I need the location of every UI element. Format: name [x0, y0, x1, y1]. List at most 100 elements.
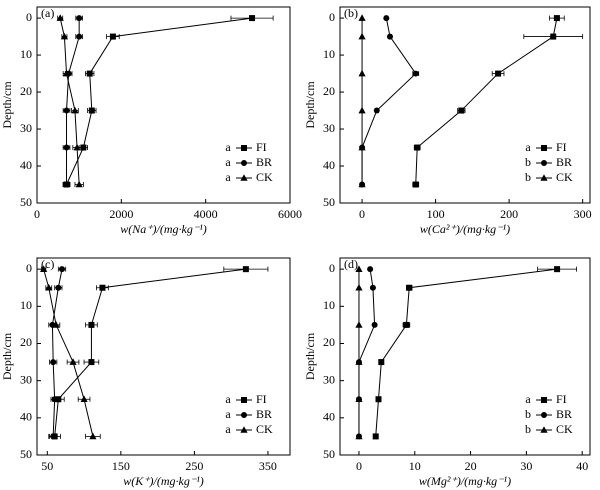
marker-square — [88, 107, 95, 114]
marker-square — [495, 70, 502, 77]
x-tick-label: 200 — [500, 207, 518, 221]
marker-circle — [51, 396, 58, 403]
series-line — [59, 17, 80, 185]
legend-letter: a — [225, 392, 231, 406]
marker-circle — [373, 107, 380, 114]
y-tick-label: 50 — [20, 195, 32, 209]
legend-letter: b — [525, 155, 531, 169]
y-tick-label: 50 — [323, 195, 335, 209]
marker-circle — [76, 15, 83, 22]
y-tick-label: 10 — [323, 47, 335, 61]
marker-triangle — [240, 174, 248, 181]
y-tick-label: 30 — [323, 372, 335, 386]
marker-triangle — [80, 395, 88, 403]
y-tick-label: 40 — [323, 158, 335, 172]
legend-letter: a — [525, 140, 531, 154]
marker-circle — [241, 160, 247, 166]
marker-circle — [59, 266, 66, 273]
x-tick-label: 50 — [41, 459, 53, 473]
marker-triangle — [358, 106, 366, 114]
marker-triangle — [52, 321, 60, 328]
marker-triangle — [45, 283, 53, 291]
marker-square — [242, 266, 249, 273]
marker-square — [553, 15, 560, 22]
legend-label: BR — [556, 407, 572, 421]
panel-label: (b) — [344, 6, 358, 20]
x-axis-label: w(K⁺)/(mg·kg⁻¹) — [123, 474, 204, 488]
series-line — [375, 268, 558, 437]
marker-circle — [541, 412, 547, 418]
x-tick-label: 250 — [185, 459, 203, 473]
legend-letter: b — [525, 170, 531, 184]
marker-square — [406, 284, 413, 291]
y-axis-label: Depth/cm — [303, 332, 317, 380]
marker-square — [241, 397, 247, 403]
legend-letter: a — [225, 422, 231, 436]
marker-square — [99, 284, 106, 291]
marker-square — [86, 70, 93, 77]
marker-circle — [412, 70, 419, 77]
marker-square — [541, 145, 547, 151]
marker-square — [554, 266, 561, 273]
marker-triangle — [355, 265, 363, 272]
marker-triangle — [240, 426, 248, 433]
legend-letter: a — [525, 392, 531, 406]
series-line — [415, 17, 558, 185]
marker-square — [403, 321, 410, 328]
marker-square — [249, 15, 256, 22]
marker-triangle — [355, 395, 363, 403]
marker-triangle — [355, 358, 363, 365]
x-tick-label: 4000 — [194, 207, 218, 221]
legend-label: BR — [556, 155, 572, 169]
x-tick-label: 350 — [259, 459, 277, 473]
legend-label: FI — [256, 140, 267, 154]
y-tick-label: 30 — [323, 121, 335, 135]
y-tick-label: 0 — [26, 261, 32, 275]
marker-triangle — [40, 265, 48, 272]
marker-circle — [241, 412, 247, 418]
legend-label: CK — [556, 170, 573, 184]
y-tick-label: 0 — [329, 10, 335, 24]
legend-letter: a — [225, 170, 231, 184]
x-axis-label: w(Mg²⁺)/(mg·kg⁻¹) — [419, 474, 511, 488]
marker-circle — [383, 15, 390, 22]
series-line — [43, 269, 94, 437]
marker-square — [550, 33, 557, 40]
legend-label: CK — [256, 422, 273, 436]
marker-triangle — [358, 14, 366, 21]
marker-triangle — [62, 69, 71, 77]
series-line — [51, 269, 63, 437]
marker-triangle — [75, 180, 83, 188]
legend-letter: b — [525, 407, 531, 421]
marker-square — [414, 144, 421, 151]
marker-triangle — [540, 174, 548, 181]
x-tick-label: 300 — [574, 207, 592, 221]
marker-circle — [541, 160, 547, 166]
x-axis-label: w(Na⁺)/(mg·kg⁻¹) — [120, 222, 207, 236]
x-tick-label: 0 — [34, 207, 40, 221]
x-tick-label: 40 — [576, 459, 588, 473]
y-axis-label: Depth/cm — [0, 81, 14, 129]
legend-label: CK — [556, 422, 573, 436]
y-tick-label: 50 — [20, 447, 32, 461]
y-tick-label: 20 — [20, 84, 32, 98]
legend-letter: b — [525, 422, 531, 436]
y-tick-label: 30 — [20, 372, 32, 386]
y-tick-label: 10 — [20, 298, 32, 312]
y-tick-label: 40 — [323, 410, 335, 424]
legend-label: FI — [256, 392, 267, 406]
marker-circle — [63, 144, 70, 151]
marker-square — [241, 145, 247, 151]
marker-square — [412, 181, 419, 188]
legend-label: CK — [256, 170, 273, 184]
marker-square — [372, 433, 379, 440]
x-tick-label: 20 — [465, 459, 477, 473]
y-tick-label: 30 — [20, 121, 32, 135]
legend-label: FI — [556, 140, 567, 154]
marker-triangle — [60, 32, 69, 40]
x-tick-label: 10 — [409, 459, 421, 473]
x-tick-label: 0 — [359, 207, 365, 221]
series-line — [54, 268, 246, 437]
marker-triangle — [358, 69, 366, 77]
marker-triangle — [358, 180, 366, 188]
